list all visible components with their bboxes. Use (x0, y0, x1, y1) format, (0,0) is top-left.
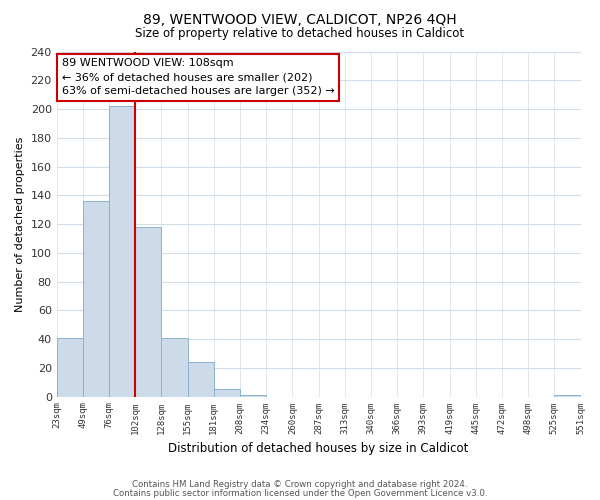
Bar (554, 395, 581, 396)
Text: Contains HM Land Registry data © Crown copyright and database right 2024.: Contains HM Land Registry data © Crown c… (132, 480, 468, 489)
X-axis label: Distribution of detached houses by size in Caldicot: Distribution of detached houses by size … (169, 442, 469, 455)
Text: Contains public sector information licensed under the Open Government Licence v3: Contains public sector information licen… (113, 488, 487, 498)
Bar (188, 362, 214, 396)
Bar (83, 201, 109, 396)
Text: Size of property relative to detached houses in Caldicot: Size of property relative to detached ho… (136, 28, 464, 40)
Bar (109, 106, 135, 397)
Bar (240, 395, 266, 396)
Text: 89 WENTWOOD VIEW: 108sqm
← 36% of detached houses are smaller (202)
63% of semi-: 89 WENTWOOD VIEW: 108sqm ← 36% of detach… (62, 58, 335, 96)
Bar (135, 227, 161, 396)
Text: 89, WENTWOOD VIEW, CALDICOT, NP26 4QH: 89, WENTWOOD VIEW, CALDICOT, NP26 4QH (143, 12, 457, 26)
Bar (161, 338, 188, 396)
Bar (56, 338, 83, 396)
Y-axis label: Number of detached properties: Number of detached properties (15, 136, 25, 312)
Bar (214, 390, 240, 396)
